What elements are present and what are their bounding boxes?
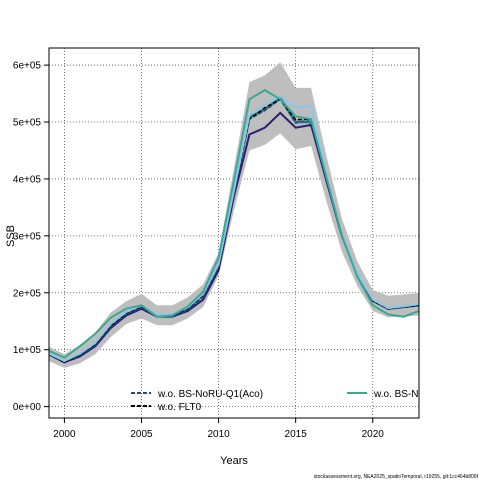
x-tick-label: 2015 [285, 429, 308, 440]
footnote: stockassessment.org, NEA2025_spatioTempo… [314, 474, 479, 480]
series-line-5 [49, 88, 419, 359]
legend-label-2: w.o. BS-NoRU-Q1(Aco) [157, 389, 263, 400]
x-tick-label: 2000 [53, 429, 76, 440]
y-tick-label: 4e+05 [13, 174, 42, 185]
x-tick-label: 2010 [207, 429, 230, 440]
y-tick-label: 3e+05 [13, 231, 42, 242]
y-tick-label: 2e+05 [13, 288, 42, 299]
series-lines [49, 88, 419, 364]
confidence-band [49, 62, 419, 368]
legend-label-3: w.o. FLT0 [157, 402, 202, 413]
y-axis: 0e+00 1e+05 2e+05 3e+05 4e+05 5e+05 6e+05 [13, 61, 49, 413]
y-tick-label: 6e+05 [13, 61, 42, 72]
x-tick-label: 2005 [130, 429, 153, 440]
plot-frame [48, 47, 420, 419]
y-tick-label: 0e+00 [13, 402, 42, 413]
x-tick-label: 2020 [362, 429, 385, 440]
y-tick-label: 1e+05 [13, 345, 42, 356]
x-axis-title: Years [220, 455, 248, 467]
legend-label-5: w.o. BS-NoRu-Q1_spatioTemporal(BTr) [373, 389, 480, 400]
legend: w.o. BS-NoRU-Q1(Aco) w.o. FLT0 w.o. BS-NoR… [131, 389, 480, 413]
series-line-4 [49, 95, 419, 363]
y-tick-label: 5e+05 [13, 118, 42, 129]
y-axis-title: SSB [5, 225, 17, 247]
x-axis: 2000 2005 2010 2015 2020 [53, 418, 384, 440]
grid-lines [49, 48, 419, 418]
